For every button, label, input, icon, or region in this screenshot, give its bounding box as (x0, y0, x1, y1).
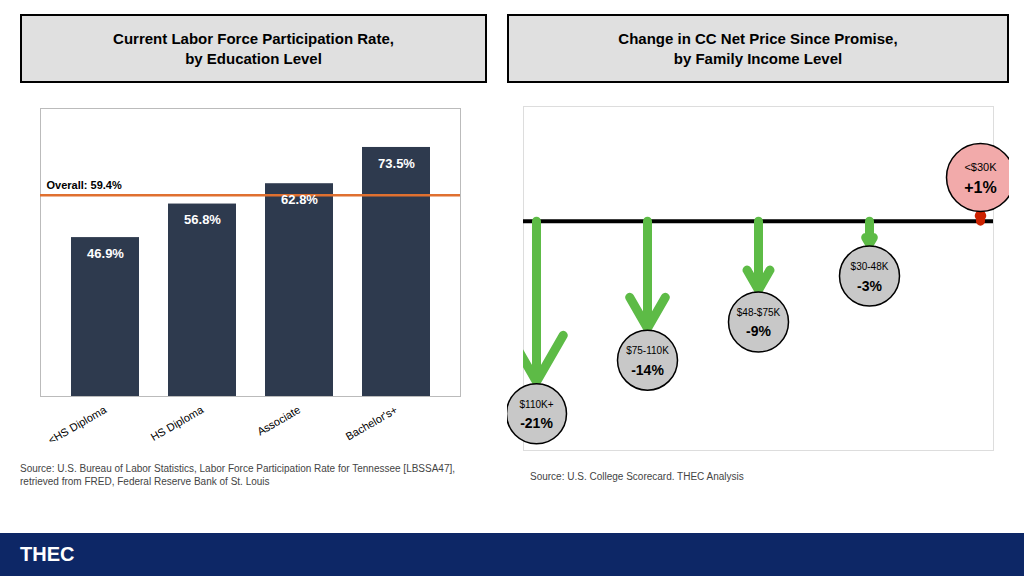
svg-text:Overall: 59.4%: Overall: 59.4% (47, 179, 122, 191)
html-text:Source: U.S. College Scorecard: Source: U.S. College Scorecard. THEC Ana… (530, 471, 744, 482)
svg-text:46.9%: 46.9% (87, 246, 124, 261)
svg-text:62.8%: 62.8% (281, 192, 318, 207)
svg-text:$30-48K: $30-48K (851, 261, 889, 272)
svg-text:<$30K: <$30K (964, 161, 997, 173)
svg-text:$48-$75K: $48-$75K (737, 307, 781, 318)
svg-text:56.8%: 56.8% (184, 212, 221, 227)
svg-text:$75-110K: $75-110K (626, 345, 669, 356)
svg-text:-9%: -9% (746, 323, 771, 339)
html-text:Source: U.S. Bureau of Labor S: Source: U.S. Bureau of Labor Statistics,… (20, 463, 456, 487)
svg-text:-14%: -14% (631, 362, 664, 378)
svg-text:$110K+: $110K+ (519, 399, 553, 410)
svg-text:HS Diploma: HS Diploma (148, 403, 206, 443)
svg-text:-3%: -3% (857, 278, 882, 294)
svg-text:Bachelor's+: Bachelor's+ (344, 403, 400, 442)
html-text:THEC: THEC (20, 543, 75, 565)
svg-text:<HS Diploma: <HS Diploma (46, 403, 109, 446)
html-text:Change in CC Net Price Since P: Change in CC Net Price Since Promise, by… (618, 30, 898, 67)
html-text:Current Labor Force Participat: Current Labor Force Participation Rate, … (113, 30, 394, 67)
svg-text:-21%: -21% (520, 415, 553, 431)
svg-text:Associate: Associate (255, 403, 302, 437)
svg-text:73.5%: 73.5% (378, 156, 415, 171)
svg-text:+1%: +1% (964, 179, 996, 196)
